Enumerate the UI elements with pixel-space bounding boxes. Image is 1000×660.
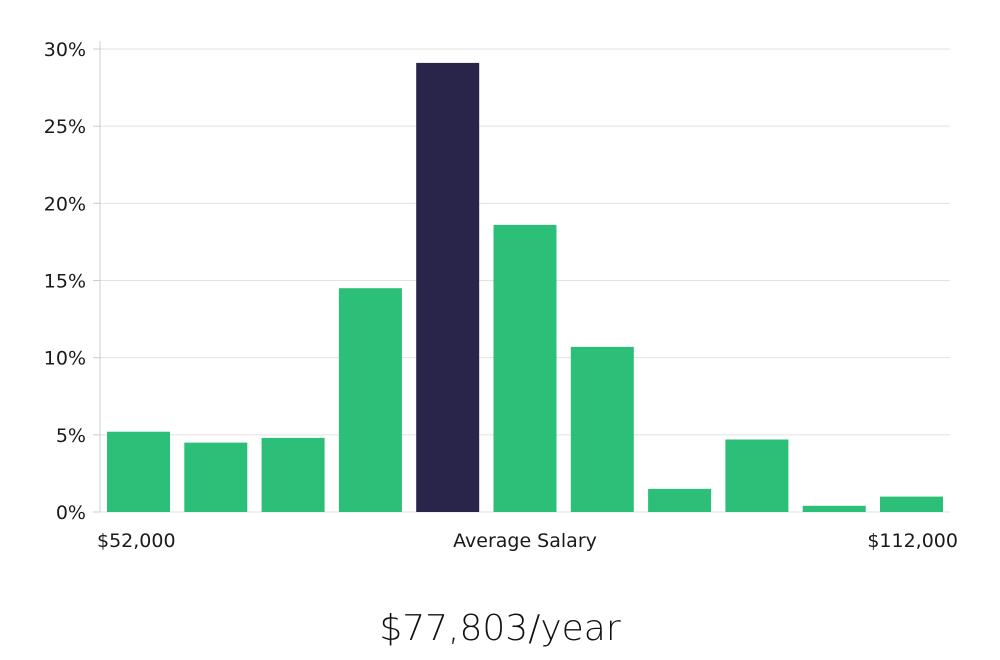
bar xyxy=(802,505,866,512)
x-label-max: $112,000 xyxy=(867,530,958,552)
salary-distribution-chart: 0% 5% 10% 15% 20% 25% 30% $52,000 Average Sala… xyxy=(44,39,958,552)
bar xyxy=(261,437,325,512)
y-tick-label: 5% xyxy=(56,425,86,447)
y-tick-label: 15% xyxy=(44,271,86,293)
bar xyxy=(184,442,248,512)
y-tick-label: 20% xyxy=(44,193,86,215)
average-salary-value: $77,803/year xyxy=(379,608,621,649)
bar xyxy=(338,288,402,512)
x-label-min: $52,000 xyxy=(97,530,176,552)
y-tick-label: 30% xyxy=(44,39,86,61)
bar xyxy=(880,496,943,512)
bar xyxy=(493,224,557,512)
bar xyxy=(648,488,712,512)
bar xyxy=(725,439,789,512)
y-tick-label: 25% xyxy=(44,116,86,138)
x-label-average: Average Salary xyxy=(453,530,597,552)
chart-bars xyxy=(107,62,943,513)
bar xyxy=(107,431,170,512)
bar-average-salary xyxy=(416,62,480,513)
y-axis-ticks: 0% 5% 10% 15% 20% 25% 30% xyxy=(44,39,100,524)
y-tick-label: 0% xyxy=(56,502,86,524)
bar xyxy=(570,346,634,512)
y-tick-label: 10% xyxy=(44,348,86,370)
